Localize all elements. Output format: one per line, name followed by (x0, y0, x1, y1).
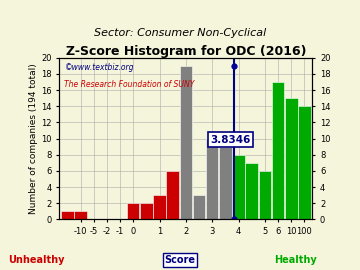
Bar (180, 66, 192, 220)
Text: Sector: Consumer Non-Cyclical: Sector: Consumer Non-Cyclical (94, 28, 266, 38)
Text: 3.8346: 3.8346 (211, 135, 251, 145)
Bar (140, 203, 153, 220)
Bar (153, 195, 166, 220)
Bar (272, 82, 284, 220)
Bar (127, 203, 139, 220)
Bar (219, 147, 232, 220)
Text: Score: Score (165, 255, 195, 265)
Bar (206, 139, 219, 220)
Bar (298, 106, 311, 220)
Text: ©www.textbiz.org: ©www.textbiz.org (64, 63, 134, 72)
Bar (61, 211, 73, 220)
Bar (285, 98, 297, 220)
Bar (232, 155, 245, 220)
Bar (193, 195, 205, 220)
Title: Z-Score Histogram for ODC (2016): Z-Score Histogram for ODC (2016) (66, 45, 306, 58)
Y-axis label: Number of companies (194 total): Number of companies (194 total) (30, 63, 39, 214)
Text: Unhealthy: Unhealthy (8, 255, 64, 265)
Text: Healthy: Healthy (274, 255, 316, 265)
Text: The Research Foundation of SUNY: The Research Foundation of SUNY (64, 80, 195, 89)
Bar (166, 171, 179, 220)
Bar (74, 211, 87, 220)
Bar (259, 171, 271, 220)
Bar (246, 163, 258, 220)
